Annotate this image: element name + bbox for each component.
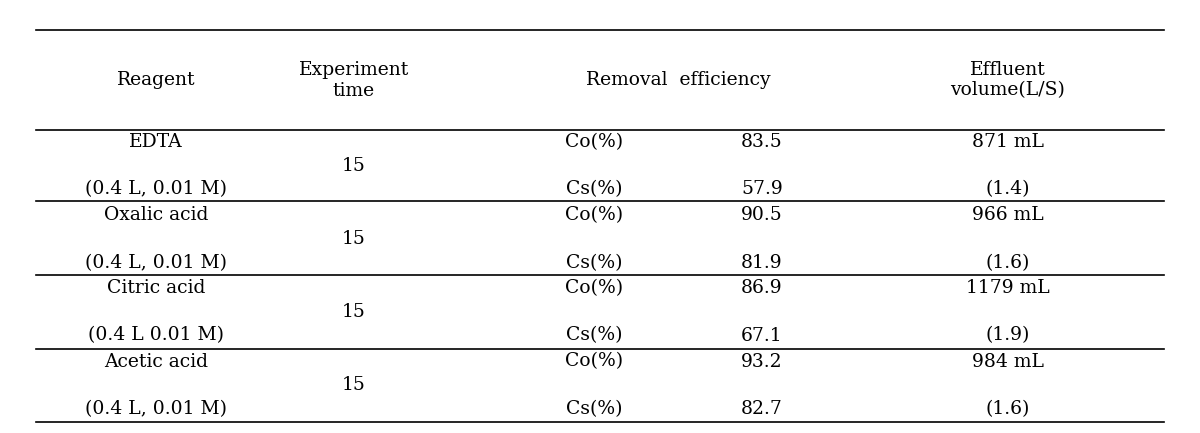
Text: Cs(%): Cs(%): [565, 326, 623, 345]
Text: 67.1: 67.1: [742, 326, 782, 345]
Text: Removal  efficiency: Removal efficiency: [586, 71, 770, 89]
Text: Cs(%): Cs(%): [565, 254, 623, 272]
Text: Co(%): Co(%): [565, 279, 623, 297]
Text: (1.6): (1.6): [986, 254, 1030, 272]
Text: 93.2: 93.2: [742, 352, 782, 371]
Text: 90.5: 90.5: [742, 207, 782, 224]
Text: (0.4 L 0.01 M): (0.4 L 0.01 M): [88, 326, 224, 345]
Text: Co(%): Co(%): [565, 133, 623, 151]
Text: 82.7: 82.7: [742, 400, 782, 418]
Text: Acetic acid: Acetic acid: [104, 352, 208, 371]
Text: (1.6): (1.6): [986, 400, 1030, 418]
Text: Co(%): Co(%): [565, 207, 623, 224]
Text: Cs(%): Cs(%): [565, 400, 623, 418]
Text: Reagent: Reagent: [116, 71, 196, 89]
Text: (0.4 L, 0.01 M): (0.4 L, 0.01 M): [85, 400, 227, 418]
Text: 57.9: 57.9: [742, 181, 782, 198]
Text: 966 mL: 966 mL: [972, 207, 1044, 224]
Text: Effluent
volume(L/S): Effluent volume(L/S): [950, 61, 1066, 100]
Text: (0.4 L, 0.01 M): (0.4 L, 0.01 M): [85, 181, 227, 198]
Text: Oxalic acid: Oxalic acid: [104, 207, 208, 224]
Text: 15: 15: [342, 230, 366, 248]
Text: (1.9): (1.9): [986, 326, 1030, 345]
Text: 984 mL: 984 mL: [972, 352, 1044, 371]
Text: Citric acid: Citric acid: [107, 279, 205, 297]
Text: Co(%): Co(%): [565, 352, 623, 371]
Text: 15: 15: [342, 376, 366, 394]
Text: 81.9: 81.9: [742, 254, 782, 272]
Text: 15: 15: [342, 303, 366, 321]
Text: Experiment
time: Experiment time: [299, 61, 409, 100]
Text: 86.9: 86.9: [742, 279, 782, 297]
Text: 1179 mL: 1179 mL: [966, 279, 1050, 297]
Text: Cs(%): Cs(%): [565, 181, 623, 198]
Text: 871 mL: 871 mL: [972, 133, 1044, 151]
Text: (0.4 L, 0.01 M): (0.4 L, 0.01 M): [85, 254, 227, 272]
Text: EDTA: EDTA: [130, 133, 182, 151]
Text: (1.4): (1.4): [985, 181, 1031, 198]
Text: 83.5: 83.5: [742, 133, 782, 151]
Text: 15: 15: [342, 157, 366, 174]
